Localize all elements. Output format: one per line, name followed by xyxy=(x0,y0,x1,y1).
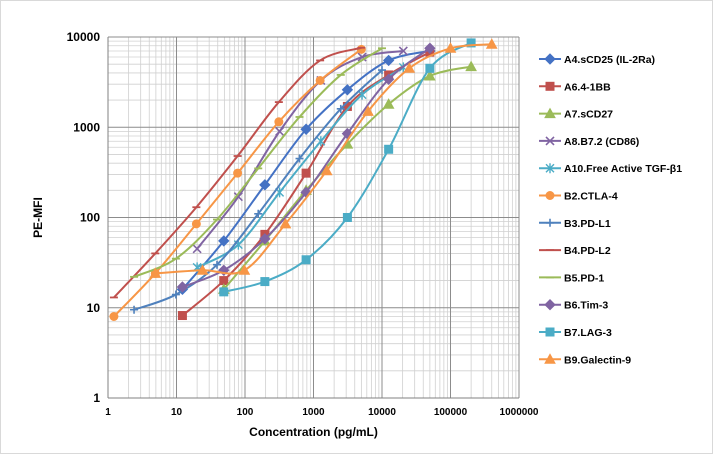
legend-marker-6 xyxy=(545,191,555,200)
series-1-point xyxy=(218,235,230,247)
series-7-point xyxy=(378,66,386,75)
series-6-point xyxy=(109,311,119,321)
series-6-point xyxy=(191,219,201,229)
series-11-point xyxy=(342,213,352,222)
series-12-point xyxy=(444,42,457,53)
legend-marker-1 xyxy=(544,53,556,65)
legend-label-12: B9.Galectin-9 xyxy=(564,354,631,366)
y-tick-label: 100 xyxy=(80,211,100,225)
x-tick-label: 1 xyxy=(105,407,111,418)
legend-marker-11 xyxy=(545,327,555,337)
series-10-point xyxy=(259,233,271,245)
legend-label-1: A4.sCD25 (IL-2Ra) xyxy=(564,54,655,66)
series-1-point xyxy=(341,84,354,96)
series-11-point xyxy=(219,287,229,297)
x-tick-label: 100000 xyxy=(434,407,468,418)
legend-label-6: B2.CTLA-4 xyxy=(564,191,618,203)
y-tick-label: 1000 xyxy=(73,120,100,134)
series-7-point xyxy=(130,305,139,314)
legend-label-3: A7.sCD27 xyxy=(564,109,613,121)
legend-label-4: A8.B7.2 (CD86) xyxy=(564,136,639,148)
x-tick-label: 1000 xyxy=(302,407,325,418)
series-11-point xyxy=(260,277,270,287)
series-1-point xyxy=(259,179,271,191)
legend-marker-2 xyxy=(545,81,555,91)
legend-marker-12 xyxy=(544,353,556,364)
legend-label-8: B4.PD-L2 xyxy=(564,245,611,257)
series-12-point xyxy=(149,267,162,278)
y-tick-label: 10 xyxy=(87,301,101,315)
series-3-point xyxy=(424,69,436,81)
series-5-point xyxy=(316,136,326,147)
series-12-point xyxy=(320,164,333,176)
legend-label-11: B7.LAG-3 xyxy=(564,327,612,339)
legend-marker-7 xyxy=(546,218,554,227)
legend-label-5: A10.Free Active TGF-β1 xyxy=(564,163,682,175)
series-3-point xyxy=(465,60,477,72)
series-12-point xyxy=(485,38,498,49)
legend-marker-5 xyxy=(545,163,555,174)
series-11-point xyxy=(384,144,394,154)
series-4-point xyxy=(233,192,243,202)
legend-label-7: B3.PD-L1 xyxy=(564,218,611,230)
x-tick-label: 10 xyxy=(171,407,183,418)
series-7-point xyxy=(212,260,221,269)
x-tick-label: 10000 xyxy=(368,407,396,418)
legend-marker-4 xyxy=(545,136,555,146)
legend-label-10: B6.Tim-3 xyxy=(564,300,608,312)
series-7-point xyxy=(336,104,345,113)
series-3-point xyxy=(382,98,395,109)
series-1-point xyxy=(382,54,395,67)
series-11-point xyxy=(425,63,435,73)
series-2-point xyxy=(301,168,311,178)
legend-marker-3 xyxy=(544,107,556,119)
series-7-point xyxy=(254,209,263,218)
series-10-point xyxy=(176,281,189,293)
legend-marker-10 xyxy=(544,298,556,311)
series-1-point xyxy=(300,123,312,135)
series-11-point xyxy=(301,255,311,265)
series-6-point xyxy=(315,75,325,85)
series-7-point xyxy=(295,154,304,163)
series-12-point xyxy=(362,105,374,116)
series-12-point xyxy=(196,264,209,275)
x-tick-label: 1000000 xyxy=(500,407,539,418)
y-axis-title: PE-MFI xyxy=(31,197,45,238)
series-2-point xyxy=(177,311,187,321)
series-7-point xyxy=(171,290,180,299)
x-tick-label: 100 xyxy=(237,407,254,418)
series-11-point xyxy=(466,38,476,48)
legend-label-2: A6.4-1BB xyxy=(564,81,611,93)
series-10-point xyxy=(424,42,436,54)
y-tick-label: 10000 xyxy=(67,30,101,44)
series-12-point xyxy=(238,264,251,275)
series-10-point xyxy=(382,73,395,85)
series-6-point xyxy=(274,117,284,127)
series-6-point xyxy=(233,168,243,178)
series-5-point xyxy=(357,89,367,100)
series-12-point xyxy=(279,217,292,229)
x-axis-title: Concentration (pg/mL) xyxy=(249,425,378,439)
y-tick-label: 1 xyxy=(93,391,100,405)
series-4-point xyxy=(398,46,408,56)
series-4-point xyxy=(275,126,285,136)
legend-label-9: B5.PD-1 xyxy=(564,272,604,284)
series-12-point xyxy=(403,62,416,73)
series-4-point xyxy=(192,244,202,254)
